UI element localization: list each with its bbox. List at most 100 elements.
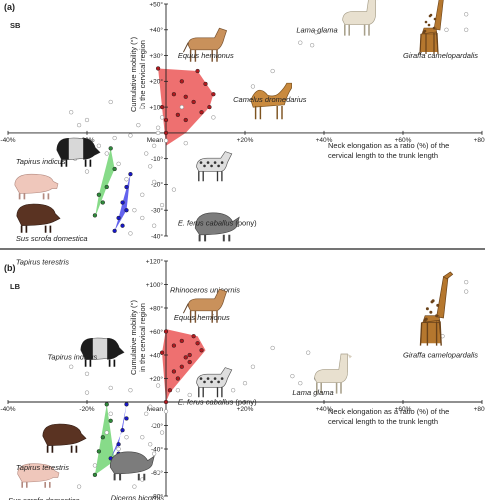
data-point-other <box>128 388 133 393</box>
data-point-other <box>306 350 311 355</box>
data-point-highlight <box>104 184 109 190</box>
data-point-other <box>298 381 303 386</box>
data-point-highlight <box>159 104 165 110</box>
data-point-other <box>175 388 181 393</box>
x-axis-label: cervical length to the trunk length <box>328 417 438 426</box>
tapir-terrestris-icon <box>16 203 61 233</box>
data-point-highlight <box>120 223 125 228</box>
x-axis-label: Neck elongation as a ratio (%) of the <box>328 141 449 150</box>
data-point-other <box>179 104 184 110</box>
x-tick-label: -20% <box>79 406 94 413</box>
onager-icon <box>182 288 228 323</box>
data-point-other <box>187 392 192 398</box>
y-tick-label: -80° <box>151 492 163 500</box>
data-point-other <box>464 289 469 294</box>
mean-label: Mean <box>147 406 164 413</box>
x-tick-label: -40% <box>0 406 15 413</box>
data-point-other <box>270 68 275 74</box>
llama-icon <box>314 353 352 394</box>
species-label: Sus scrofa domestica <box>16 234 88 243</box>
pig-icon <box>14 173 59 200</box>
data-point-other <box>132 484 137 489</box>
data-point-highlight <box>128 171 133 177</box>
data-point-other <box>152 179 157 185</box>
panel-letter: (a) <box>4 2 15 12</box>
data-point-highlight <box>175 376 181 381</box>
x-tick-label: +60% <box>395 406 412 413</box>
data-point-other <box>464 27 469 32</box>
y-tick-label: +120° <box>146 257 164 265</box>
data-point-other <box>310 43 315 48</box>
data-point-other <box>148 164 153 169</box>
data-point-other <box>211 115 216 120</box>
y-tick-label: +60° <box>149 328 163 336</box>
data-point-other <box>159 430 165 435</box>
data-point-other <box>444 27 449 32</box>
data-point-highlight <box>112 228 117 233</box>
species-label: Rhinoceros unicornis <box>170 286 240 295</box>
species-label: Equus hemionus <box>174 313 230 322</box>
data-point-other <box>69 364 74 369</box>
x-tick-label: +40% <box>316 137 333 144</box>
data-point-highlight <box>108 418 113 423</box>
data-point-other <box>140 215 145 221</box>
data-point-other <box>298 40 303 45</box>
species-label: Giraffa camelopardalis <box>403 350 478 359</box>
species-label: Tapirus terestris <box>16 463 69 472</box>
data-point-highlight <box>183 355 188 360</box>
data-point-highlight <box>155 66 161 71</box>
data-point-highlight <box>187 359 192 365</box>
data-point-other <box>84 371 90 376</box>
data-point-other <box>159 202 165 208</box>
data-point-highlight <box>163 130 169 136</box>
panel-code: LB <box>10 282 21 291</box>
data-point-other <box>290 374 295 379</box>
data-point-highlight <box>124 184 129 190</box>
species-label: Giraffa camelopardalis <box>403 51 478 60</box>
giraffe-icon <box>419 0 444 55</box>
data-point-other <box>152 451 157 456</box>
data-point-highlight <box>179 79 184 84</box>
data-point-other <box>155 383 161 388</box>
x-tick-label: -40% <box>0 137 15 144</box>
species-label: Diceros bicornis <box>111 494 165 500</box>
y-tick-label: +10° <box>149 103 163 111</box>
data-point-highlight <box>116 215 121 221</box>
llama-icon <box>342 0 379 36</box>
tapir-indicus-icon <box>56 137 101 167</box>
data-point-highlight <box>171 343 177 348</box>
data-point-other <box>128 133 133 138</box>
species-label: Sus scrofa domestica <box>8 496 80 500</box>
data-point-highlight <box>124 402 129 407</box>
data-point-highlight <box>100 435 105 440</box>
data-point-other <box>84 117 90 123</box>
data-point-highlight <box>96 449 101 454</box>
species-label: Tapirus indicus <box>48 353 98 362</box>
data-point-highlight <box>183 117 188 123</box>
data-point-highlight <box>195 341 200 346</box>
data-point-other <box>84 390 90 395</box>
mean-label: Mean <box>147 137 164 144</box>
data-point-highlight <box>199 110 204 115</box>
x-axis-label: cervical length to the trunk length <box>328 151 438 160</box>
panel-lb: (b) LB -40% -20% +20% +40% +60% +80% +120° +100° +… <box>0 257 485 500</box>
data-point-other <box>140 192 145 197</box>
tapir-terrestris-icon <box>42 423 87 453</box>
y-tick-label: -20° <box>151 181 163 189</box>
y-tick-label: +100° <box>146 281 164 289</box>
data-point-other <box>152 423 157 428</box>
data-point-other <box>155 125 161 130</box>
species-label: Lama glama <box>292 388 333 397</box>
data-point-highlight <box>104 402 109 407</box>
data-point-other <box>136 123 141 128</box>
y-tick-label: +50° <box>149 0 163 8</box>
x-tick-label: +20% <box>237 137 254 144</box>
data-point-other <box>96 143 101 148</box>
data-point-other <box>148 404 153 409</box>
data-point-other <box>124 435 129 440</box>
data-point-highlight <box>179 364 184 369</box>
species-label: Camelus dromedarius <box>233 95 307 104</box>
data-point-other <box>163 409 169 414</box>
species-label: E. ferus caballus (pony) <box>178 397 257 406</box>
pony-icon <box>196 367 233 398</box>
